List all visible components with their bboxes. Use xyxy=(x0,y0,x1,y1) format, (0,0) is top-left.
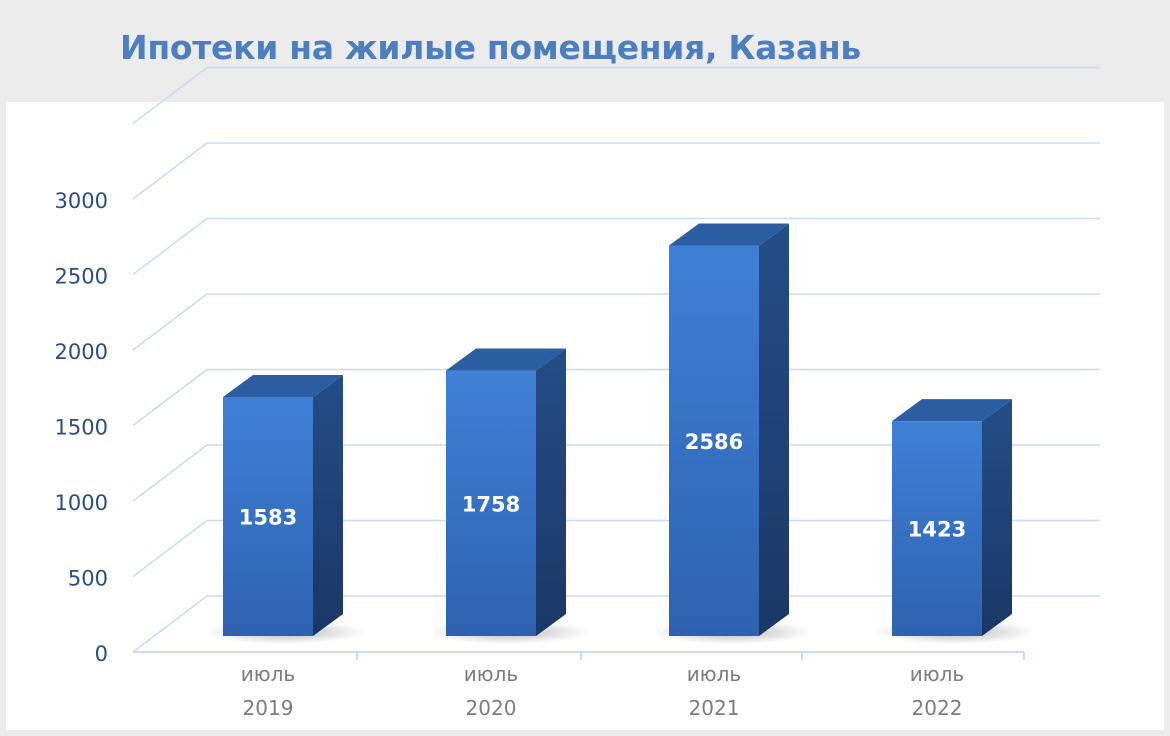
y-tick-label: 2000 xyxy=(55,340,108,364)
gridline-side xyxy=(132,368,208,427)
x-category-label: 2019 xyxy=(243,696,294,720)
bar xyxy=(669,245,759,636)
data-label: 1423 xyxy=(908,518,966,542)
gridline-side xyxy=(132,217,208,276)
bar-top xyxy=(446,348,566,371)
x-category-label: июль xyxy=(464,662,518,686)
data-label: 1583 xyxy=(239,505,297,529)
y-tick-label: 500 xyxy=(68,567,108,591)
gridline-side xyxy=(132,142,208,200)
x-category-label: 2020 xyxy=(466,696,517,720)
gridline-side xyxy=(132,66,208,125)
bar-side xyxy=(313,374,343,636)
data-label: 2586 xyxy=(685,430,743,454)
y-tick-label: 1500 xyxy=(55,416,108,440)
gridline-side xyxy=(132,519,208,578)
data-label: 1758 xyxy=(462,492,520,516)
bar-top xyxy=(223,374,343,397)
header: Ипотеки на жилые помещения, Казань xyxy=(0,0,1170,100)
y-tick-label: 3000 xyxy=(55,189,108,213)
y-tick-label: 2500 xyxy=(55,265,108,289)
bar-top xyxy=(669,223,789,246)
chart-title: Ипотеки на жилые помещения, Казань xyxy=(120,28,861,67)
y-tick-label: 0 xyxy=(95,642,108,666)
gridline-side xyxy=(132,444,208,502)
x-category-label: июль xyxy=(687,662,741,686)
gridline-side xyxy=(132,595,208,653)
bar xyxy=(446,370,536,636)
bar xyxy=(223,396,313,636)
bar-side xyxy=(982,399,1012,636)
x-category-label: 2021 xyxy=(689,696,740,720)
x-category-label: июль xyxy=(910,662,964,686)
x-category-label: 2022 xyxy=(912,696,963,720)
bar-side xyxy=(759,223,789,636)
x-category-label: июль xyxy=(241,662,295,686)
bar-top xyxy=(892,399,1012,422)
gridline-side xyxy=(132,293,208,351)
bar-side xyxy=(536,348,566,636)
bar xyxy=(892,421,982,636)
y-tick-label: 1000 xyxy=(55,491,108,515)
